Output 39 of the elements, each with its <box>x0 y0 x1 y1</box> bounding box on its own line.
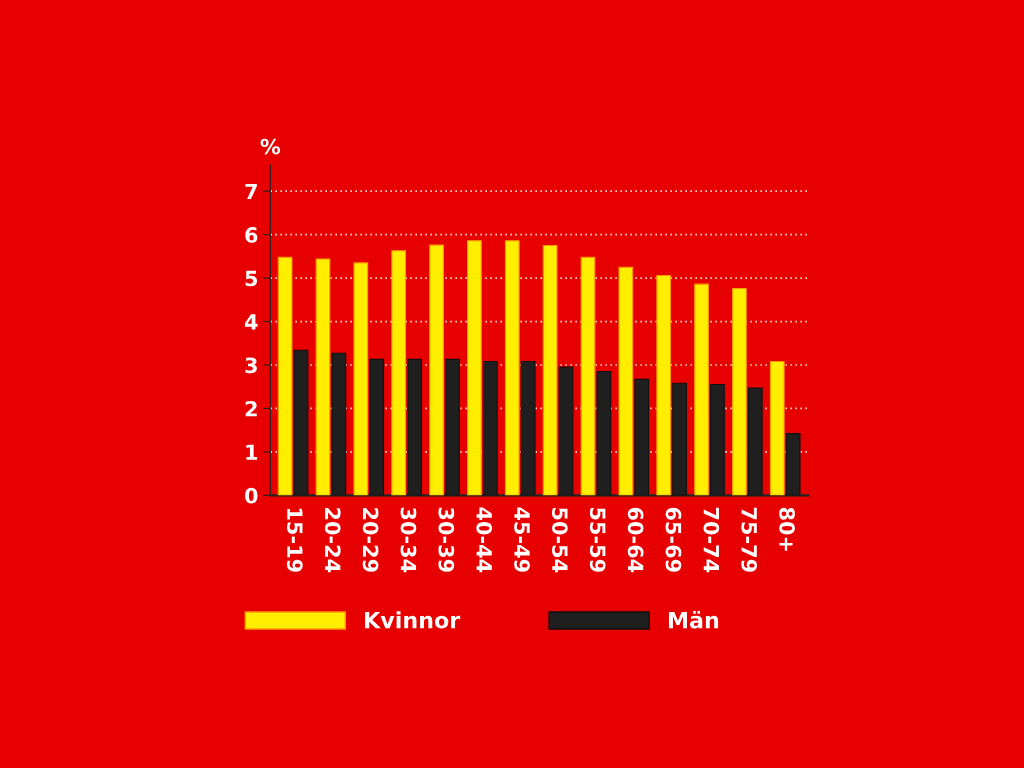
y-tick-label: 7 <box>245 183 257 200</box>
y-tick-label: 1 <box>246 444 258 460</box>
x-tick-label: 30-39 <box>438 507 455 572</box>
bar <box>391 250 407 496</box>
x-tick-label: 40-44 <box>476 507 493 573</box>
legend-label: Män <box>668 610 719 629</box>
x-tick-label: 20-24 <box>324 508 341 573</box>
bar <box>353 262 369 496</box>
x-tick-label: 70-74 <box>703 507 720 573</box>
bar <box>580 256 596 496</box>
y-axis-title: % <box>260 138 281 155</box>
bar <box>277 256 293 496</box>
bar <box>542 244 558 496</box>
x-tick-label: 80+ <box>779 507 795 551</box>
y-tick-label: 2 <box>245 400 257 417</box>
bar <box>656 274 672 496</box>
x-tick-label: 55-59 <box>589 508 606 572</box>
y-tick-label: 4 <box>244 314 258 330</box>
x-tick-label: 50-54 <box>552 508 568 573</box>
y-tick-label: 5 <box>245 270 258 287</box>
x-tick-label: 65-69 <box>665 507 682 572</box>
bar <box>618 266 634 496</box>
x-tick-label: 20-29 <box>362 508 379 572</box>
x-tick-label: 15-19 <box>287 508 303 572</box>
x-tick-label: 60-64 <box>627 507 644 573</box>
bar <box>694 283 709 496</box>
bar <box>504 240 520 496</box>
x-tick-label: 30-34 <box>400 507 417 573</box>
bar <box>732 287 747 496</box>
bar <box>315 258 331 496</box>
y-tick-label: 3 <box>245 357 257 374</box>
x-tick-label: 75-79 <box>741 507 758 572</box>
bar <box>467 240 482 496</box>
bar <box>769 360 785 496</box>
legend-label: Kvinnor <box>365 611 461 629</box>
bar <box>429 244 444 496</box>
x-tick-label: 45-49 <box>514 507 530 572</box>
y-tick-label: 6 <box>245 227 258 243</box>
y-tick-label: 0 <box>245 487 258 504</box>
